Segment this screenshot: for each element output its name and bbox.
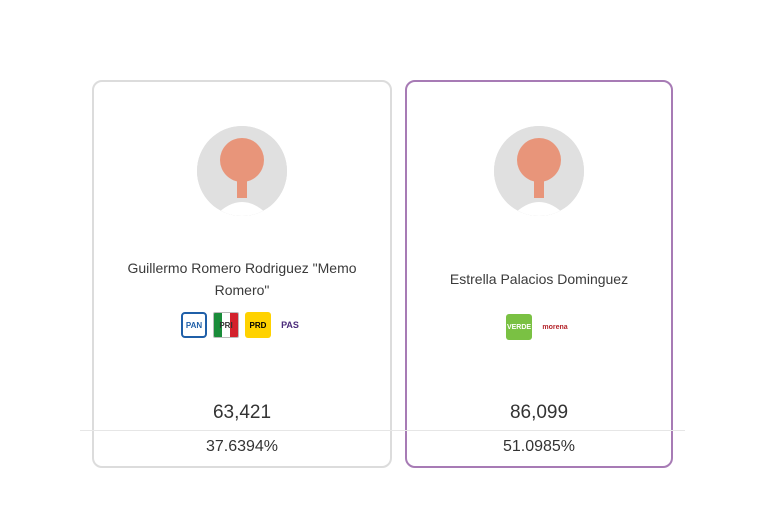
vote-count: 86,099 xyxy=(509,402,569,423)
pan-logo-icon: PAN xyxy=(181,312,207,338)
candidate-avatar-icon xyxy=(494,126,584,216)
vote-percent: 37.6394% xyxy=(205,438,279,455)
candidate-avatar-icon xyxy=(197,126,287,216)
prd-logo-icon: PRD xyxy=(245,312,271,338)
vote-count: 63,421 xyxy=(212,402,272,423)
candidate-card-2[interactable]: Estrella Palacios Dominguez VERDE morena… xyxy=(405,80,673,468)
morena-logo-icon: morena xyxy=(542,323,568,331)
candidate-name: Estrella Palacios Dominguez xyxy=(449,271,629,287)
verde-logo-icon: VERDE xyxy=(506,314,532,340)
candidate-name: Guillermo Romero Rodriguez "Memo Romero" xyxy=(127,260,357,298)
party-logos: PAN PRI PRD PAS xyxy=(94,312,390,338)
vote-percent: 51.0985% xyxy=(502,438,576,455)
row-divider xyxy=(80,430,685,431)
party-logos: VERDE morena xyxy=(407,314,671,340)
pri-logo-icon: PRI xyxy=(213,312,239,338)
candidate-card-1[interactable]: Guillermo Romero Rodriguez "Memo Romero"… xyxy=(92,80,392,468)
pas-logo-icon: PAS xyxy=(277,312,303,338)
